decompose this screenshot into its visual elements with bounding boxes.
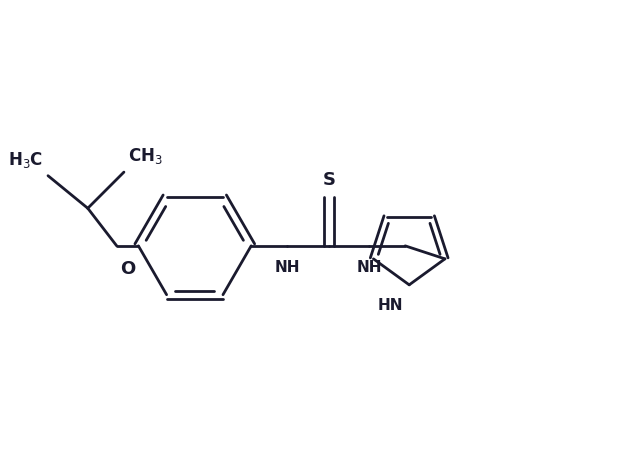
Text: O: O — [120, 260, 135, 278]
Text: NH: NH — [356, 260, 382, 275]
Text: CH$_3$: CH$_3$ — [128, 146, 163, 166]
Text: NH: NH — [275, 260, 300, 275]
Text: S: S — [323, 172, 336, 189]
Text: H$_3$C: H$_3$C — [8, 150, 44, 170]
Text: HN: HN — [378, 298, 403, 313]
